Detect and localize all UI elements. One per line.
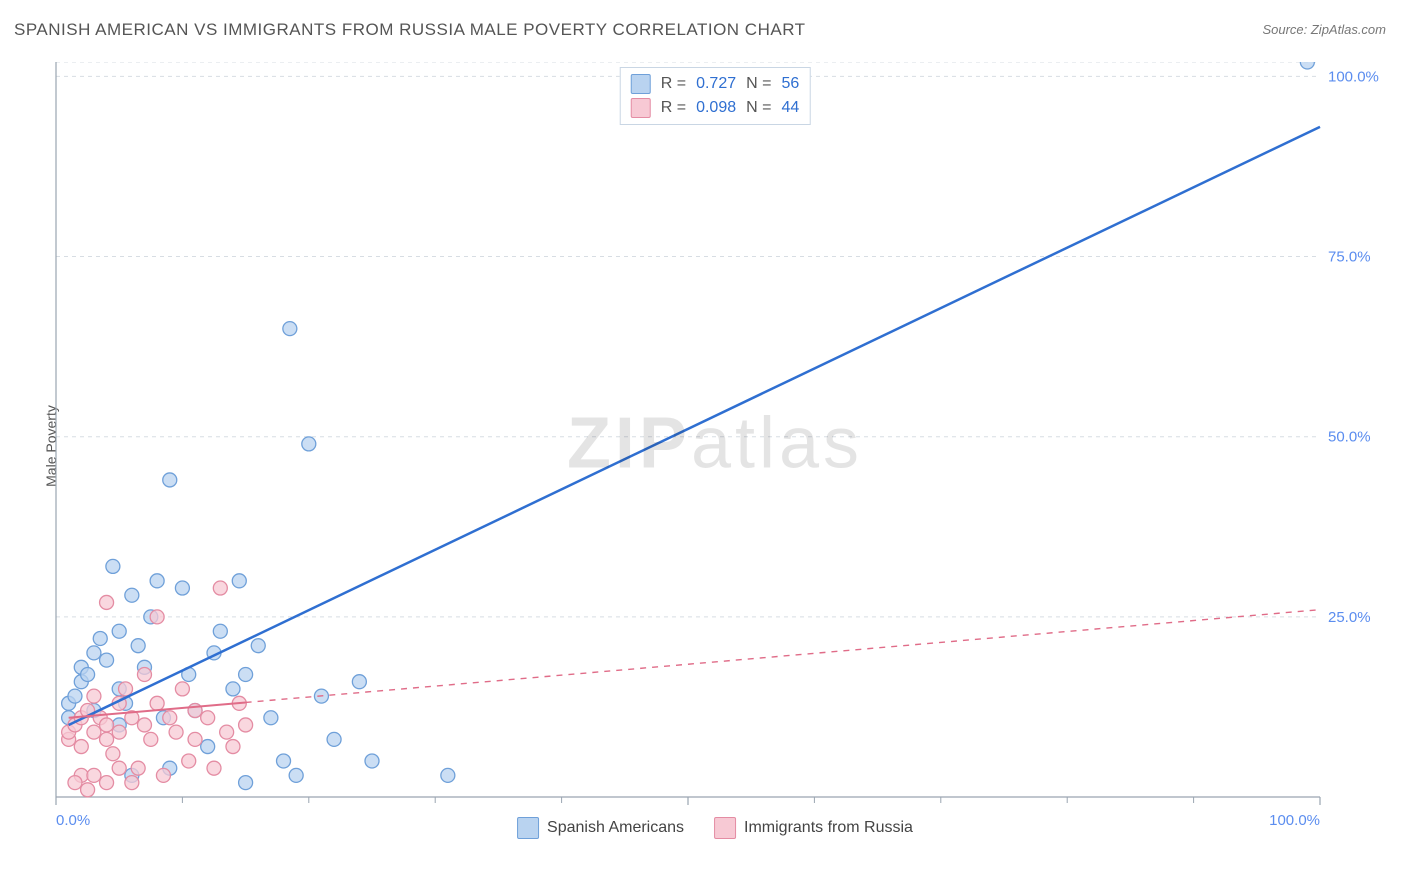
svg-text:75.0%: 75.0% xyxy=(1328,249,1371,266)
svg-text:50.0%: 50.0% xyxy=(1328,429,1371,446)
source-value: ZipAtlas.com xyxy=(1311,22,1386,37)
series-legend: Spanish Americans Immigrants from Russia xyxy=(517,817,913,839)
svg-text:25.0%: 25.0% xyxy=(1328,609,1371,626)
svg-text:0.0%: 0.0% xyxy=(56,812,90,829)
legend-swatch-blue-icon xyxy=(631,74,651,94)
svg-text:100.0%: 100.0% xyxy=(1328,68,1379,85)
r-value-b: 0.098 xyxy=(696,96,736,120)
chart-plot-area: ZIPatlas 0.0%100.0%25.0%50.0%75.0%100.0%… xyxy=(50,62,1380,837)
stats-legend-box: R = 0.727 N = 56 R = 0.098 N = 44 xyxy=(620,67,811,125)
stats-row-series-a: R = 0.727 N = 56 xyxy=(631,72,800,96)
legend-item-blue: Spanish Americans xyxy=(517,817,684,839)
chart-title: SPANISH AMERICAN VS IMMIGRANTS FROM RUSS… xyxy=(14,20,806,40)
legend-swatch-blue-icon xyxy=(517,817,539,839)
source-label: Source: xyxy=(1262,22,1310,37)
stats-row-series-b: R = 0.098 N = 44 xyxy=(631,96,800,120)
scatter-chart-svg: 0.0% 100.0% 25.0% 50.0% 75.0% 100.0% xyxy=(50,62,1380,837)
legend-swatch-pink-icon xyxy=(714,817,736,839)
chart-container: SPANISH AMERICAN VS IMMIGRANTS FROM RUSS… xyxy=(0,0,1406,892)
r-label-b: R = xyxy=(661,96,686,120)
r-label-a: R = xyxy=(661,72,686,96)
legend-swatch-pink-icon xyxy=(631,98,651,118)
source-attribution: Source: ZipAtlas.com xyxy=(1262,22,1386,37)
legend-label-blue: Spanish Americans xyxy=(547,819,684,837)
n-value-b: 44 xyxy=(781,96,799,120)
n-label-b: N = xyxy=(746,96,771,120)
n-value-a: 56 xyxy=(781,72,799,96)
r-value-a: 0.727 xyxy=(696,72,736,96)
n-label-a: N = xyxy=(746,72,771,96)
legend-item-pink: Immigrants from Russia xyxy=(714,817,913,839)
svg-text:100.0%: 100.0% xyxy=(1269,812,1320,829)
legend-label-pink: Immigrants from Russia xyxy=(744,819,913,837)
